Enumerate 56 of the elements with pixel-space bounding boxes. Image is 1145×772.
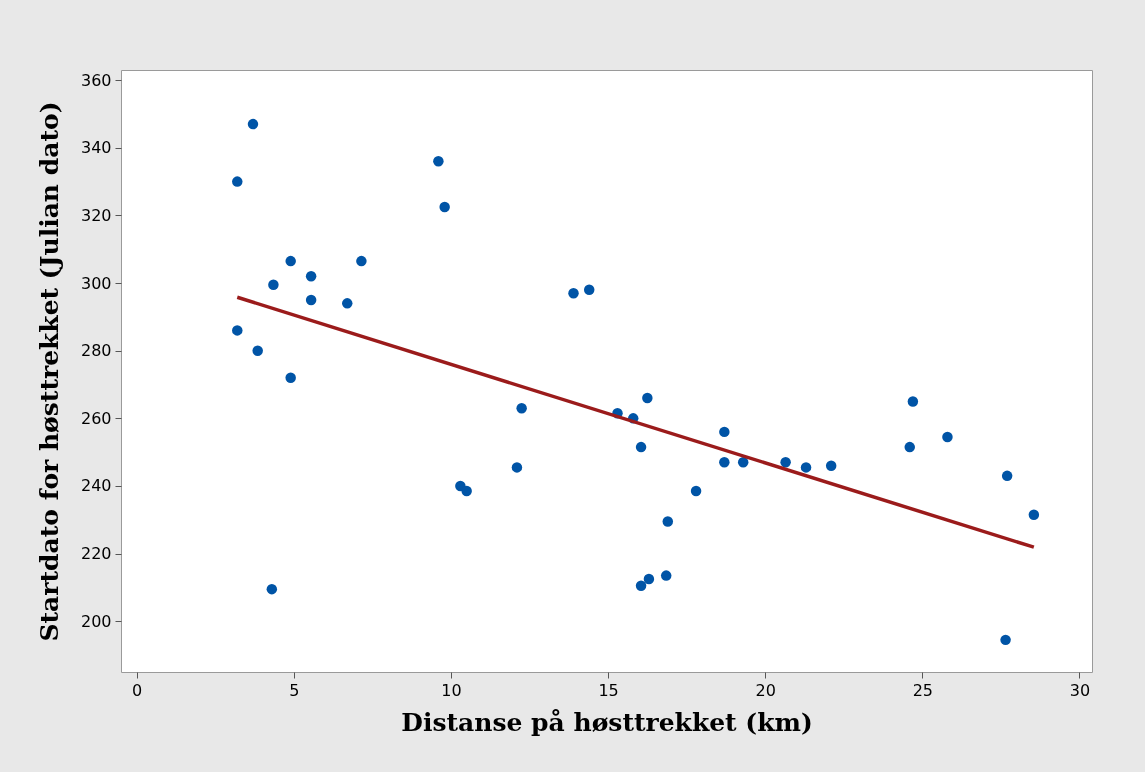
point [305, 271, 317, 282]
point [268, 279, 279, 290]
y-tick-label: 280 [80, 341, 112, 361]
point [635, 580, 647, 591]
x-tick-label: 10 [441, 680, 462, 700]
point [635, 441, 647, 453]
point [662, 516, 674, 527]
point [232, 325, 243, 336]
point [1001, 470, 1013, 482]
point [583, 284, 595, 296]
x-tick-label: 25 [912, 680, 933, 700]
point [252, 345, 263, 356]
x-tick-label: 15 [598, 680, 619, 700]
point [907, 396, 919, 407]
x-axis-title: Distanse på høsttrekket (km) [401, 707, 813, 737]
point [800, 462, 812, 473]
point [433, 156, 444, 167]
point [439, 201, 450, 213]
y-tick-label: 200 [80, 611, 112, 631]
point [942, 431, 953, 443]
y-tick-label: 360 [80, 70, 112, 90]
y-axis-title: Startdato for høsttrekket (Julian dato) [34, 101, 64, 642]
point [1000, 634, 1011, 646]
y-tick-label: 260 [80, 408, 112, 428]
y-tick-label: 220 [80, 544, 112, 564]
y-tick-label: 340 [80, 138, 112, 158]
y-tick-label: 300 [80, 273, 112, 293]
point [247, 118, 259, 130]
point [342, 298, 353, 309]
point [285, 372, 296, 383]
x-tick-label: 30 [1069, 680, 1091, 700]
point [737, 457, 749, 468]
point [690, 485, 702, 497]
point [719, 457, 730, 468]
x-tick-label: 5 [289, 680, 300, 700]
point [825, 460, 837, 471]
point [356, 255, 367, 267]
y-tick-label: 320 [80, 205, 112, 225]
point [305, 294, 317, 306]
point [1028, 509, 1040, 520]
point [461, 485, 472, 497]
point [568, 287, 579, 299]
point [232, 176, 243, 187]
x-tick-label: 20 [755, 680, 776, 700]
point [285, 255, 296, 267]
point [516, 402, 527, 414]
y-tick-label: 240 [80, 476, 112, 496]
x-tick-label: 0 [132, 680, 143, 700]
point [642, 392, 653, 404]
point [904, 441, 915, 453]
point [780, 457, 791, 468]
point [266, 583, 278, 595]
point [660, 570, 672, 581]
point [643, 573, 655, 585]
point [719, 426, 730, 438]
point [511, 462, 523, 473]
